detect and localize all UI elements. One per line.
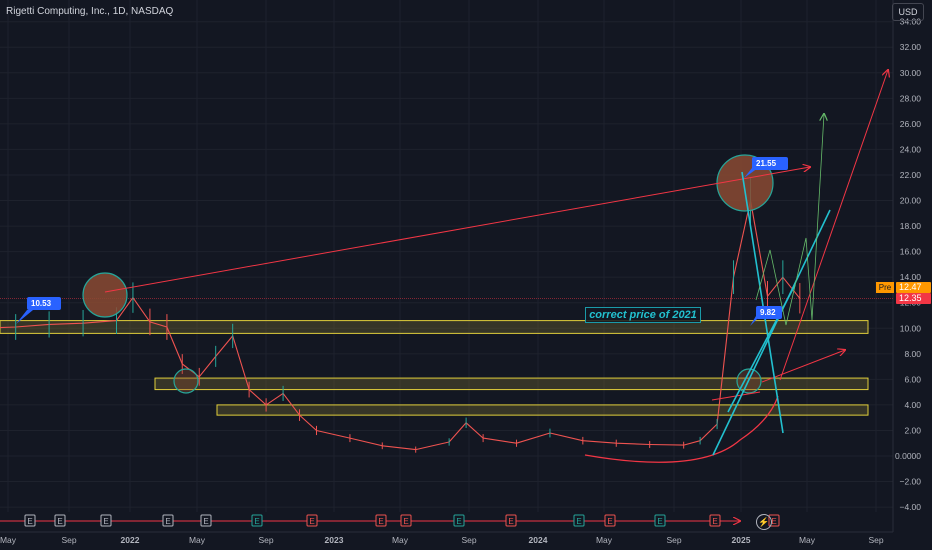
earnings-marker-label: E bbox=[456, 517, 461, 526]
trend-line-cyan bbox=[727, 284, 796, 413]
x-tick-label: May bbox=[0, 535, 17, 545]
y-tick-label: 32.00 bbox=[900, 42, 922, 52]
y-tick-label: 20.00 bbox=[900, 196, 922, 206]
chart-title: Rigetti Computing, Inc., 1D, NASDAQ bbox=[6, 6, 174, 17]
y-tick-label: 16.00 bbox=[900, 247, 922, 257]
earnings-marker-label: E bbox=[771, 517, 776, 526]
earnings-marker bbox=[709, 514, 721, 527]
earnings-marker bbox=[654, 514, 666, 527]
last-price-tag: 12.35 bbox=[896, 293, 931, 304]
y-tick-label: 2.00 bbox=[904, 425, 921, 435]
lightning-icon[interactable]: ⚡ bbox=[756, 514, 772, 530]
earnings-marker-label: E bbox=[576, 517, 581, 526]
y-tick-label: 18.00 bbox=[900, 221, 922, 231]
earnings-marker-label: E bbox=[403, 517, 408, 526]
earnings-marker bbox=[54, 514, 66, 527]
earnings-marker bbox=[251, 514, 263, 527]
y-tick-label: 0.0000 bbox=[895, 451, 921, 461]
earnings-marker-label: E bbox=[57, 517, 62, 526]
y-tick-label: 14.00 bbox=[900, 272, 922, 282]
earnings-marker bbox=[573, 514, 585, 527]
earnings-marker bbox=[453, 514, 465, 527]
y-tick-label: 24.00 bbox=[900, 144, 922, 154]
x-tick-label: Sep bbox=[61, 535, 76, 545]
y-tick-label: 28.00 bbox=[900, 93, 922, 103]
x-tick-label: Sep bbox=[258, 535, 273, 545]
earnings-marker bbox=[604, 514, 616, 527]
projection-path bbox=[755, 114, 824, 326]
trend-line-red bbox=[761, 350, 845, 383]
earnings-marker bbox=[306, 514, 318, 527]
earnings-marker-label: E bbox=[607, 517, 612, 526]
trend-line-red bbox=[104, 167, 810, 293]
x-tick-label: May bbox=[392, 535, 409, 545]
y-tick-label: −2.00 bbox=[899, 477, 921, 487]
earnings-marker-label: E bbox=[309, 517, 314, 526]
y-tick-label: 10.00 bbox=[900, 323, 922, 333]
trend-line-red bbox=[779, 70, 888, 381]
earnings-marker-label: E bbox=[378, 517, 383, 526]
x-tick-label: May bbox=[799, 535, 816, 545]
x-tick-label: 2024 bbox=[529, 535, 548, 545]
base-arc bbox=[584, 395, 779, 463]
earnings-marker-label: E bbox=[27, 517, 32, 526]
annotation-note[interactable]: correct price of 2021 bbox=[585, 307, 701, 323]
earnings-marker bbox=[375, 514, 387, 527]
earnings-marker bbox=[162, 514, 174, 527]
x-tick-label: 2023 bbox=[325, 535, 344, 545]
x-tick-label: 2025 bbox=[732, 535, 751, 545]
callout-pointer bbox=[16, 310, 33, 324]
x-tick-label: May bbox=[189, 535, 206, 545]
support-zone bbox=[0, 320, 869, 334]
earnings-marker-label: E bbox=[657, 517, 662, 526]
earnings-marker bbox=[400, 514, 412, 527]
x-tick-label: Sep bbox=[666, 535, 681, 545]
support-zone bbox=[154, 377, 869, 391]
trend-line-cyan bbox=[741, 171, 784, 434]
earnings-marker-label: E bbox=[254, 517, 259, 526]
earnings-marker bbox=[100, 514, 112, 527]
callout-high-2021[interactable]: 10.53 bbox=[27, 297, 61, 310]
price-series-line bbox=[0, 199, 801, 451]
y-tick-label: 34.00 bbox=[900, 17, 922, 27]
y-tick-label: 30.00 bbox=[900, 68, 922, 78]
x-tick-label: Sep bbox=[868, 535, 883, 545]
y-tick-label: 22.00 bbox=[900, 170, 922, 180]
callout-mid-2025[interactable]: 9.82 bbox=[756, 306, 782, 319]
y-tick-label: 6.00 bbox=[904, 374, 921, 384]
highlight-circle bbox=[82, 272, 128, 318]
earnings-marker-label: E bbox=[165, 517, 170, 526]
earnings-marker-label: E bbox=[508, 517, 513, 526]
premarket-label: Pre bbox=[876, 282, 894, 293]
callout-pointer bbox=[744, 168, 758, 178]
premarket-price-tag: 12.47 bbox=[896, 282, 931, 293]
earnings-marker bbox=[200, 514, 212, 527]
currency-button[interactable]: USD bbox=[892, 3, 924, 21]
earnings-marker-label: E bbox=[712, 517, 717, 526]
highlight-circle bbox=[173, 368, 199, 394]
y-tick-label: −4.00 bbox=[899, 502, 921, 512]
earnings-marker bbox=[24, 514, 36, 527]
callout-high-2025[interactable]: 21.55 bbox=[752, 157, 788, 170]
y-tick-label: 26.00 bbox=[900, 119, 922, 129]
y-tick-label: 8.00 bbox=[904, 349, 921, 359]
trend-line-cyan bbox=[712, 209, 831, 456]
earnings-marker bbox=[505, 514, 517, 527]
x-tick-label: 2022 bbox=[121, 535, 140, 545]
y-tick-label: 4.00 bbox=[904, 400, 921, 410]
support-zone bbox=[216, 404, 869, 416]
earnings-marker-label: E bbox=[203, 517, 208, 526]
earnings-marker-label: E bbox=[103, 517, 108, 526]
x-tick-label: May bbox=[596, 535, 613, 545]
x-tick-label: Sep bbox=[461, 535, 476, 545]
